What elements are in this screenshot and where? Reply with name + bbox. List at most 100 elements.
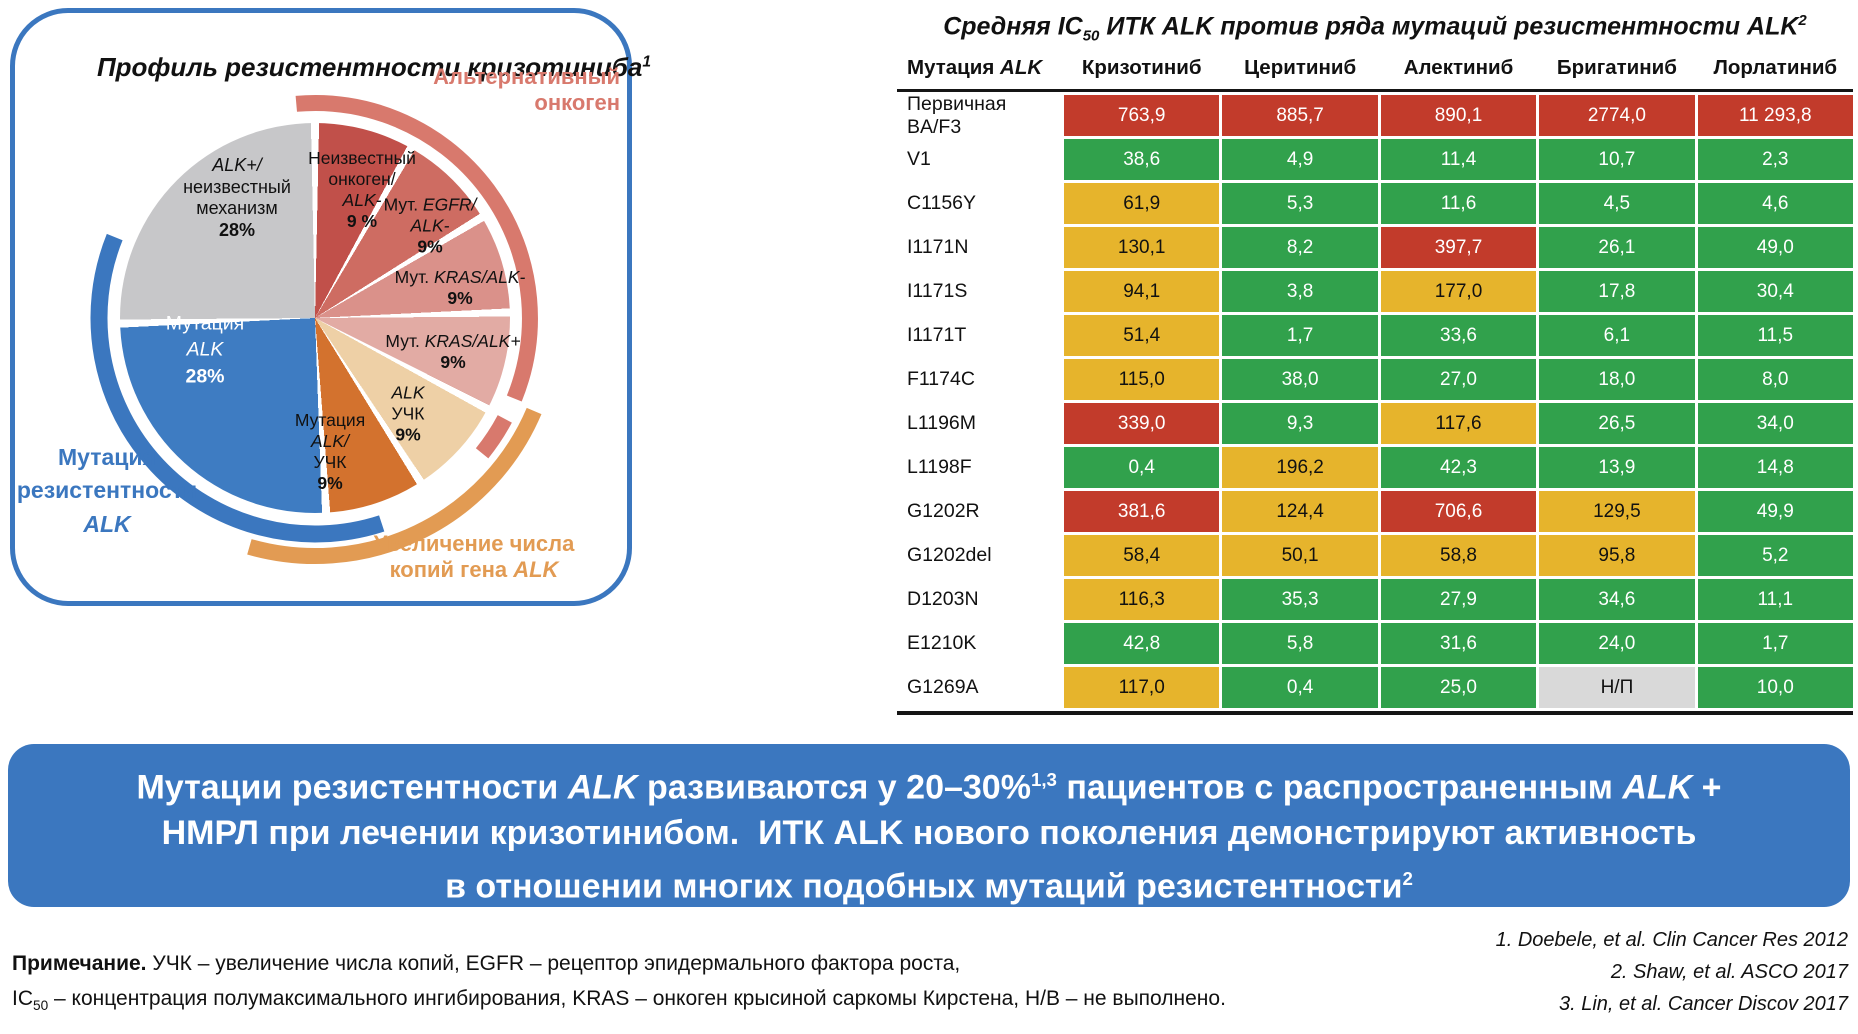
ic50-cell: 26,5 bbox=[1539, 403, 1695, 445]
ic50-cell: 706,6 bbox=[1380, 491, 1537, 533]
ic50-cell: 11,5 bbox=[1697, 315, 1853, 357]
pie-title: Профиль резистентности кризотиниба1 bbox=[96, 51, 652, 82]
ic50-cell: 17,8 bbox=[1539, 271, 1695, 313]
pie-label-kras-alk-pos: Мут. KRAS/ALK+ 9% bbox=[385, 331, 521, 372]
ic50-cell: 18,0 bbox=[1539, 359, 1695, 401]
key-message-text: Мутации резистентности ALK развиваются у… bbox=[136, 768, 1722, 906]
ic50-cell: 27,9 bbox=[1380, 579, 1537, 621]
mutation-label: Первичная BA/F3 bbox=[897, 93, 1061, 138]
ic50-cell: 2774,0 bbox=[1539, 95, 1695, 137]
ic50-cell: 129,5 bbox=[1539, 491, 1695, 533]
ic50-cell: 0,4 bbox=[1222, 667, 1378, 709]
group-label-copy-gain: Увеличение числа копий гена ALK bbox=[373, 531, 575, 583]
ic50-cell: 177,0 bbox=[1380, 271, 1537, 313]
ic50-cell: 13,9 bbox=[1539, 447, 1695, 489]
ic50-cell: 11,1 bbox=[1697, 579, 1853, 621]
mutation-label: V1 bbox=[897, 139, 1061, 181]
column-header-ceritinib: Церитиниб bbox=[1244, 56, 1357, 80]
ic50-cell: 33,6 bbox=[1380, 315, 1537, 357]
ic50-cell: 34,0 bbox=[1697, 403, 1853, 445]
ic50-cell: 30,4 bbox=[1697, 271, 1853, 313]
ic50-cell: 94,1 bbox=[1064, 271, 1220, 313]
column-header-crizotinib: Кризотиниб bbox=[1081, 56, 1202, 80]
ic50-cell: 1,7 bbox=[1222, 315, 1378, 357]
ic50-cell: 117,0 bbox=[1064, 667, 1220, 709]
mutation-label: I1171S bbox=[897, 271, 1061, 313]
ic50-cell: 890,1 bbox=[1380, 95, 1537, 137]
ic50-cell: 58,4 bbox=[1064, 535, 1220, 577]
ic50-cell: 10,7 bbox=[1539, 139, 1695, 181]
ic50-cell: 34,6 bbox=[1539, 579, 1695, 621]
mutation-label: D1203N bbox=[897, 579, 1061, 621]
ic50-cell: 130,1 bbox=[1064, 227, 1220, 269]
ic50-cell: 42,8 bbox=[1064, 623, 1220, 665]
mutation-label: G1269A bbox=[897, 667, 1061, 709]
ic50-cell: 116,3 bbox=[1064, 579, 1220, 621]
ic50-cell: 24,0 bbox=[1539, 623, 1695, 665]
pie-label-alk-cng: ALK УЧК 9% bbox=[391, 382, 425, 445]
mutation-label: G1202R bbox=[897, 491, 1061, 533]
ic50-cell: 2,3 bbox=[1697, 139, 1853, 181]
ic50-cell: 115,0 bbox=[1064, 359, 1220, 401]
ic50-cell: 339,0 bbox=[1064, 403, 1220, 445]
pie-chart bbox=[120, 123, 510, 513]
ic50-cell: 11 293,8 bbox=[1697, 95, 1853, 137]
ic50-cell: 4,6 bbox=[1697, 183, 1853, 225]
ic50-cell: 51,4 bbox=[1064, 315, 1220, 357]
column-header-alectinib: Алектиниб bbox=[1403, 56, 1514, 80]
ic50-cell: 25,0 bbox=[1380, 667, 1537, 709]
ic50-cell: 14,8 bbox=[1697, 447, 1853, 489]
ic50-cell: 885,7 bbox=[1222, 95, 1378, 137]
ic50-cell: 4,9 bbox=[1222, 139, 1378, 181]
ic50-cell: 58,8 bbox=[1380, 535, 1537, 577]
key-message-banner: Мутации резистентности ALK развиваются у… bbox=[8, 744, 1850, 907]
column-header-brigatinib: Бригатиниб bbox=[1556, 56, 1677, 80]
mutation-label: I1171T bbox=[897, 315, 1061, 357]
ic50-cell: 9,3 bbox=[1222, 403, 1378, 445]
ic50-cell: 38,0 bbox=[1222, 359, 1378, 401]
mutation-label: F1174C bbox=[897, 359, 1061, 401]
pie-label-alk-mutation: Мутация ALK 28% bbox=[165, 312, 245, 388]
pie-label-kras-alk-neg: Мут. KRAS/ALK- 9% bbox=[394, 267, 526, 308]
pie-label-unknown-mechanism: ALK+/неизвестный механизм 28% bbox=[183, 154, 291, 240]
ic50-cell: 49,0 bbox=[1697, 227, 1853, 269]
ic50-cell: 26,1 bbox=[1539, 227, 1695, 269]
ic50-table-section: Средняя IC50 ИТК ALK против ряда мутаций… bbox=[897, 12, 1853, 716]
ic50-cell: 5,2 bbox=[1697, 535, 1853, 577]
ic50-cell: 381,6 bbox=[1064, 491, 1220, 533]
ic50-cell: 35,3 bbox=[1222, 579, 1378, 621]
reference-1: 1. Doebele, et al. Clin Cancer Res 2012 bbox=[1495, 929, 1848, 951]
ic50-cell: 4,5 bbox=[1539, 183, 1695, 225]
ic50-cell: 8,0 bbox=[1697, 359, 1853, 401]
pie-label-egfr: Мут. EGFR/ALK- 9% bbox=[383, 194, 477, 257]
ic50-cell: 5,8 bbox=[1222, 623, 1378, 665]
mutation-label: L1198F bbox=[897, 447, 1061, 489]
references: 1. Doebele, et al. Clin Cancer Res 2012 … bbox=[1496, 924, 1848, 1020]
ic50-cell: 11,6 bbox=[1380, 183, 1537, 225]
ic50-cell: 763,9 bbox=[1064, 95, 1220, 137]
ic50-cell: 124,4 bbox=[1222, 491, 1378, 533]
pie-label-alk-mut-cng: Мутация ALK/УЧК 9% bbox=[294, 410, 366, 493]
mutation-label: G1202del bbox=[897, 535, 1061, 577]
ic50-cell: 11,4 bbox=[1380, 139, 1537, 181]
table-title: Средняя IC50 ИТК ALK против ряда мутаций… bbox=[943, 12, 1807, 45]
ic50-cell: 1,7 bbox=[1697, 623, 1853, 665]
column-header-mutation: Мутация ALK bbox=[907, 56, 1043, 80]
mutation-label: E1210K bbox=[897, 623, 1061, 665]
footnote-line-1: Примечание. УЧК – увеличение числа копий… bbox=[12, 952, 961, 975]
ic50-cell: 49,9 bbox=[1697, 491, 1853, 533]
ic50-cell: 27,0 bbox=[1380, 359, 1537, 401]
ic50-cell: 397,7 bbox=[1380, 227, 1537, 269]
ic50-cell: 31,6 bbox=[1380, 623, 1537, 665]
ic50-cell: 38,6 bbox=[1064, 139, 1220, 181]
mutation-label: L1196M bbox=[897, 403, 1061, 445]
ic50-cell: 196,2 bbox=[1222, 447, 1378, 489]
ic50-cell: 117,6 bbox=[1380, 403, 1537, 445]
footnote-line-2: IC50 – концентрация полумаксимального ин… bbox=[12, 987, 1226, 1014]
group-label-alt-oncogene: Альтернативный онкоген bbox=[433, 64, 620, 116]
ic50-cell: 6,1 bbox=[1539, 315, 1695, 357]
ic50-cell: 50,1 bbox=[1222, 535, 1378, 577]
table-header-row: Мутация ALK Кризотиниб Церитиниб Алектин… bbox=[897, 56, 1853, 89]
footnote: Примечание. УЧК – увеличение числа копий… bbox=[12, 946, 1226, 1023]
ic50-cell: 42,3 bbox=[1380, 447, 1537, 489]
